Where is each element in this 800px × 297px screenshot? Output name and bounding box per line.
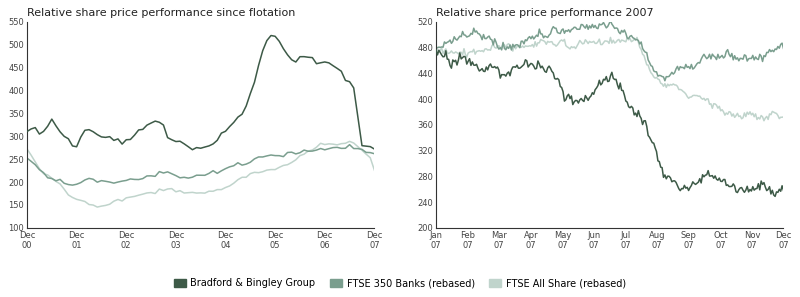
Text: Relative share price performance 2007: Relative share price performance 2007 [436, 8, 654, 18]
Text: Relative share price performance since flotation: Relative share price performance since f… [27, 8, 295, 18]
Legend: Bradford & Bingley Group, FTSE 350 Banks (rebased), FTSE All Share (rebased): Bradford & Bingley Group, FTSE 350 Banks… [170, 274, 630, 292]
